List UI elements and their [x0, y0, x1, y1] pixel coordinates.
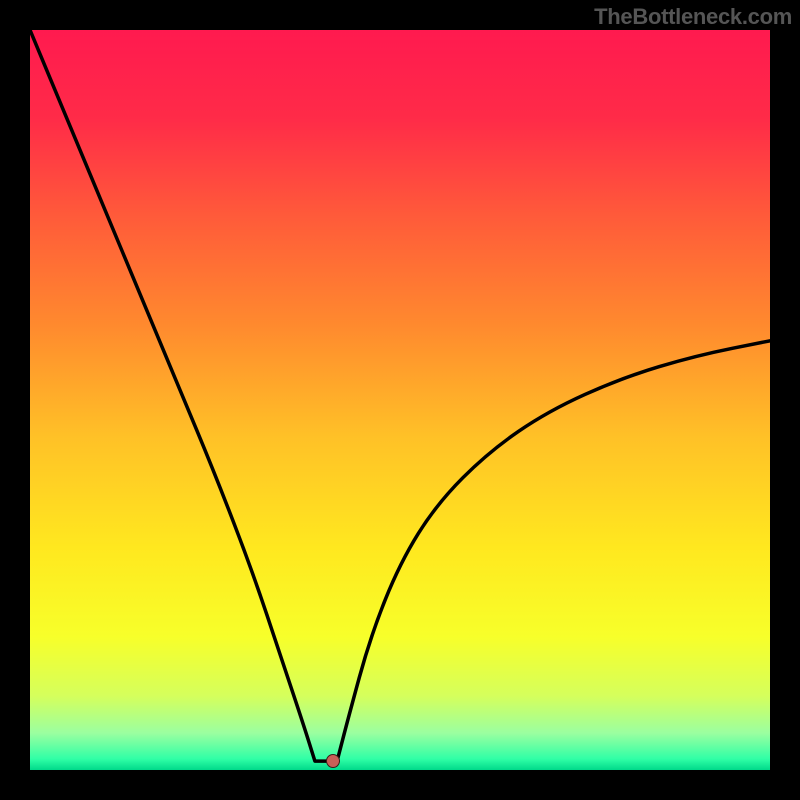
chart-container: TheBottleneck.com [0, 0, 800, 800]
plot-area [30, 30, 770, 770]
bottleneck-curve [30, 30, 770, 770]
watermark-text: TheBottleneck.com [594, 4, 792, 30]
optimal-point-marker [326, 754, 340, 768]
